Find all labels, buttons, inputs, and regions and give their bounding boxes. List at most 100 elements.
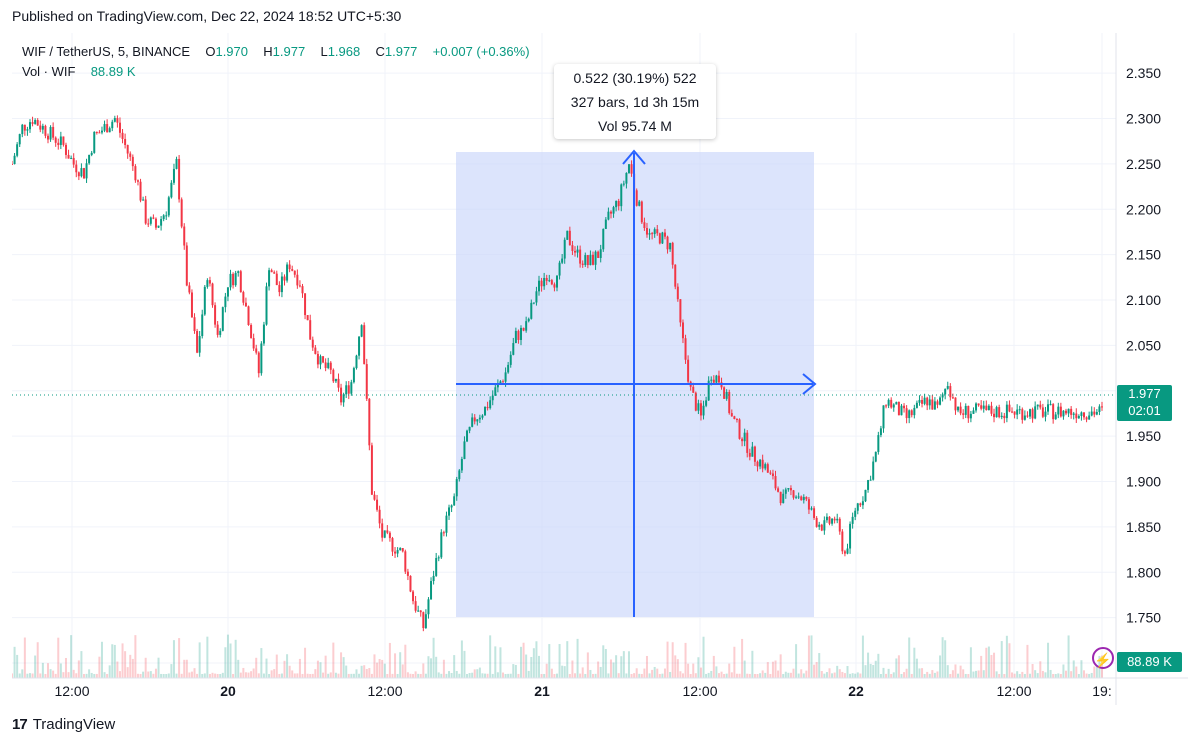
volume-bar xyxy=(936,671,939,678)
volume-bar xyxy=(687,663,690,678)
volume-bar xyxy=(463,650,466,678)
volume-bar xyxy=(748,673,751,678)
candle-body xyxy=(309,320,312,340)
volume-bar xyxy=(178,638,181,678)
volume-bar xyxy=(484,673,487,678)
volume-bar xyxy=(887,668,890,678)
candle-body xyxy=(448,507,451,516)
volume-bar xyxy=(921,668,924,678)
time-tick-label: 12:00 xyxy=(682,683,717,699)
candle-body xyxy=(802,496,805,501)
volume-bar xyxy=(789,672,792,678)
candle-body xyxy=(314,347,317,354)
candle-body xyxy=(771,473,774,477)
candle-body xyxy=(630,164,633,174)
candle-body xyxy=(849,523,852,549)
volume-bar xyxy=(167,673,170,678)
volume-bar xyxy=(401,664,404,678)
candle-body xyxy=(332,369,335,382)
candle-body xyxy=(342,394,345,403)
volume-bar xyxy=(669,671,672,678)
candle-body xyxy=(350,382,353,394)
volume-bar xyxy=(85,673,88,678)
measure-arrows[interactable] xyxy=(456,149,817,617)
candle-body xyxy=(460,459,463,471)
volume-bar xyxy=(57,637,60,678)
volume-bar xyxy=(172,640,175,678)
volume-bar xyxy=(162,673,165,678)
volume-bar xyxy=(604,648,607,678)
volume-bar xyxy=(180,673,183,678)
volume-bar xyxy=(406,672,409,678)
volume-bar xyxy=(435,656,438,678)
time-tick-label: 22 xyxy=(848,683,864,699)
candle-body xyxy=(787,488,790,490)
candle-body xyxy=(941,394,944,398)
candle-body xyxy=(692,386,695,393)
volume-bar xyxy=(280,673,283,678)
volume-bar xyxy=(854,673,857,678)
candle-body xyxy=(1021,409,1024,420)
volume-bar xyxy=(771,661,774,678)
volume-bar xyxy=(118,671,121,678)
volume-bar xyxy=(386,673,389,678)
candle-body xyxy=(831,518,834,524)
volume-bar xyxy=(203,673,206,678)
candle-body xyxy=(900,405,903,416)
volume-bar xyxy=(802,673,805,678)
candle-body xyxy=(769,472,772,474)
candle-body xyxy=(88,154,91,164)
volume-bar xyxy=(368,668,371,678)
legend-open-label: O xyxy=(205,44,216,59)
tradingview-brand[interactable]: 17 TradingView xyxy=(12,716,115,733)
volume-bar xyxy=(1080,660,1083,678)
candle-body xyxy=(211,283,214,306)
chart-area[interactable]: 2.3502.3002.2502.2002.1502.1002.0502.000… xyxy=(11,33,1188,705)
volume-bar xyxy=(746,673,749,678)
time-tick-label: 12:00 xyxy=(996,683,1031,699)
candle-body xyxy=(977,403,980,406)
volume-bar xyxy=(795,644,798,678)
volume-bar xyxy=(723,673,726,678)
legend-symbol[interactable]: WIF / TetherUS, 5, BINANCE xyxy=(22,44,191,59)
candle-body xyxy=(807,499,810,510)
volume-bar xyxy=(291,670,294,678)
volume-bar xyxy=(412,674,415,678)
candle-body xyxy=(1018,409,1021,411)
volume-bar xyxy=(689,673,692,678)
volume-bar xyxy=(345,665,348,678)
candle-body xyxy=(85,163,88,179)
volume-bar xyxy=(1072,660,1075,678)
candle-body xyxy=(324,362,327,368)
lightning-icon[interactable]: ⚡ xyxy=(1092,647,1114,669)
candle-body xyxy=(417,610,420,612)
price-tick-label: 1.850 xyxy=(1126,519,1161,535)
candle-body xyxy=(1016,409,1019,415)
candle-body xyxy=(627,164,630,173)
candle-body xyxy=(432,575,435,582)
candle-body xyxy=(116,118,119,123)
candle-body xyxy=(599,249,602,258)
chart-svg[interactable]: 2.3502.3002.2502.2002.1502.1002.0502.000… xyxy=(11,33,1188,705)
volume-bar xyxy=(615,655,618,678)
candle-body xyxy=(257,352,260,374)
volume-bar xyxy=(954,664,957,678)
candle-body xyxy=(34,120,37,124)
volume-bar xyxy=(409,673,412,678)
candle-body xyxy=(481,415,484,418)
volume-bar xyxy=(388,642,391,678)
volume-bar xyxy=(142,671,145,678)
candle-body xyxy=(782,493,785,504)
measure-volume: Vol 95.74 M xyxy=(598,118,672,134)
volume-bar xyxy=(154,668,157,678)
candle-body xyxy=(49,126,52,140)
volume-bar xyxy=(756,674,759,678)
volume-bar xyxy=(949,673,952,678)
candle-body xyxy=(36,120,39,126)
volume-bar xyxy=(609,659,612,678)
legend-low-value: 1.968 xyxy=(327,44,361,59)
candle-body xyxy=(201,314,204,337)
candle-body xyxy=(126,145,129,154)
candle-body xyxy=(142,199,145,201)
legend-volume-label[interactable]: Vol · WIF xyxy=(22,64,76,79)
